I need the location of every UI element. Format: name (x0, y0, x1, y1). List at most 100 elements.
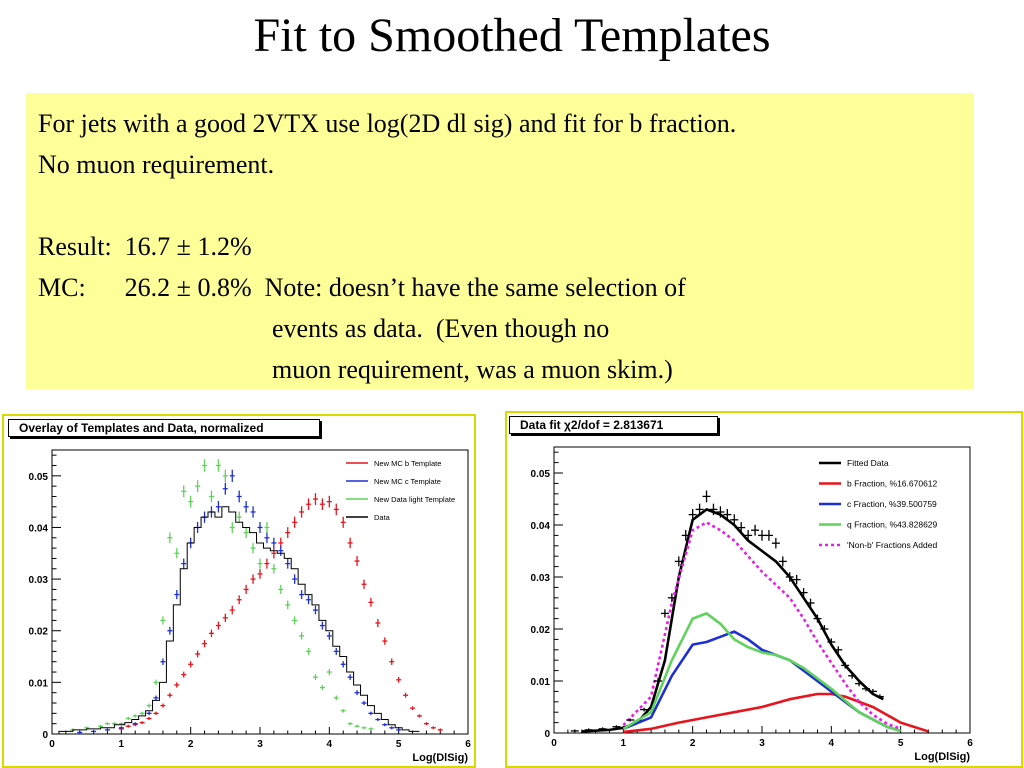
data-point-new-mc-c-template (396, 728, 402, 732)
data-point-fit (570, 729, 579, 733)
x-tick-label: 4 (829, 738, 835, 749)
data-point-new-mc-c-template (285, 558, 291, 569)
data-point-new-mc-b-template (181, 671, 187, 678)
y-tick-label: 0.02 (29, 627, 49, 638)
data-point-new-mc-c-template (292, 574, 298, 584)
legend-entry: c Fraction, %39.500759 (819, 499, 937, 509)
data-point-new-mc-c-template (250, 506, 256, 518)
data-point-new-mc-b-template (292, 516, 298, 528)
legend-label: New Data light Template (374, 495, 455, 504)
data-point-fit (702, 490, 711, 503)
legend-entry: 'Non-b' Fractions Added (819, 540, 937, 550)
fit-chart-panel: 0 1 2 3 4 5 6 0 0.01 0.02 0.03 0.04 0.05 Log(DlSig) Fi… (505, 411, 1023, 768)
data-point-new-data-light-template (229, 521, 235, 533)
data-point-new-mc-b-template (139, 721, 145, 725)
y-tick-label: 0.04 (531, 521, 551, 532)
series-q-fraction-43-828629 (622, 612, 902, 733)
data-point-fit (792, 574, 801, 585)
data-point-fit (660, 609, 669, 618)
overlay-chart-panel: 0 1 2 3 4 5 6 0 0.01 0.02 0.03 0.04 0.05 Log(DlSig) Ne… (2, 414, 476, 768)
data-point-fit (695, 503, 704, 516)
fit-chart: 0 1 2 3 4 5 6 0 0.01 0.02 0.03 0.04 0.05 Log(DlSig) Fi… (531, 446, 973, 763)
data-point-new-data-light-template (195, 480, 201, 493)
x-tick-label: 6 (967, 738, 973, 749)
data-point-new-mc-c-template (264, 532, 270, 544)
data-point-new-mc-b-template (416, 714, 422, 718)
data-point-new-mc-c-template (167, 626, 173, 635)
data-point-new-mc-c-template (181, 558, 187, 569)
data-point-new-mc-c-template (222, 482, 228, 495)
series-fitted-data (581, 508, 884, 733)
note-line (38, 185, 962, 226)
data-point-fit (688, 508, 697, 521)
data-point-new-mc-b-template (195, 650, 201, 658)
data-point-fit (758, 530, 766, 541)
data-point-new-mc-b-template (306, 498, 312, 511)
note-line: For jets with a good 2VTX use log(2D dl … (38, 109, 737, 138)
data-point-new-mc-c-template (354, 690, 360, 696)
data-point-new-data-light-template (146, 703, 152, 708)
data-point-new-mc-c-template (243, 501, 249, 513)
y-tick-label: 0.02 (531, 625, 551, 636)
data-point-new-data-light-template (236, 511, 242, 523)
data-point-new-data-light-template (250, 542, 256, 554)
data-point-new-mc-c-template (368, 711, 374, 716)
x-axis-label: Log(DlSig) (412, 752, 468, 764)
x-tick-label: 3 (257, 739, 263, 750)
data-point-new-mc-c-template (312, 605, 318, 615)
legend-entry: New MC c Template (346, 477, 441, 486)
data-point-new-data-light-template (278, 584, 284, 595)
data-point-new-mc-c-template (299, 590, 305, 600)
data-point-fit (654, 678, 662, 684)
data-point-new-data-light-template (243, 527, 249, 539)
data-point-new-mc-c-template (215, 501, 221, 513)
data-point-new-mc-b-template (326, 495, 332, 508)
legend-entry: b Fraction, %16.670612 (819, 479, 938, 489)
data-point-fit (785, 572, 794, 582)
data-point-fit (751, 524, 760, 536)
data-point-fit (612, 725, 621, 729)
data-point-fit (730, 514, 739, 526)
x-tick-label: 2 (188, 739, 194, 750)
data-point-new-data-light-template (174, 548, 180, 559)
data-point-new-mc-b-template (437, 728, 443, 732)
y-tick-label: 0.04 (29, 523, 49, 534)
data-point-new-mc-c-template (257, 521, 263, 533)
data-point-fit (771, 537, 780, 549)
overlay-chart: 0 1 2 3 4 5 6 0 0.01 0.02 0.03 0.04 0.05 Log(DlSig) Ne… (29, 449, 471, 764)
legend-label: New MC c Template (374, 477, 441, 486)
plot-frame (51, 449, 469, 735)
data-point-new-data-light-template (319, 684, 325, 691)
data-point-new-mc-c-template (319, 621, 325, 630)
data-point-fit (584, 728, 593, 732)
data-point-new-mc-b-template (153, 711, 159, 716)
overlay-chart-title: Overlay of Templates and Data, normalize… (8, 419, 320, 437)
data-point-new-mc-b-template (368, 597, 374, 607)
y-tick-label: 0.01 (531, 677, 551, 688)
data-point-new-data-light-template (292, 616, 298, 625)
data-point-new-mc-b-template (250, 574, 256, 584)
data-point-new-mc-c-template (326, 632, 332, 640)
x-tick-label: 3 (759, 738, 765, 749)
data-point-new-mc-b-template (430, 726, 436, 730)
data-point-new-mc-b-template (333, 503, 339, 516)
slide-title: Fit to Smoothed Templates (253, 9, 771, 62)
data-point-new-mc-c-template (278, 545, 284, 556)
x-tick-label: 1 (621, 738, 627, 749)
data-point-new-mc-c-template (77, 730, 83, 734)
legend-entry: Data (346, 513, 391, 522)
note-line: Result: 16.7 ± 1.2% (38, 232, 252, 261)
data-point-new-data-light-template (257, 558, 263, 569)
y-tick-label: 0.05 (531, 469, 551, 480)
data-point-new-data-light-template (333, 695, 339, 701)
data-point-fit (626, 718, 635, 722)
y-tick-label: 0.01 (29, 678, 49, 689)
data-point-fit (674, 556, 683, 567)
data-point-new-mc-b-template (375, 618, 381, 628)
data-point-new-data-light-template (125, 717, 131, 721)
legend-label: b Fraction, %16.670612 (847, 479, 938, 489)
x-tick-label: 0 (551, 738, 557, 749)
data-point-new-mc-b-template (347, 537, 353, 549)
data-point-fit (764, 530, 773, 541)
data-point-new-data-light-template (222, 469, 228, 482)
